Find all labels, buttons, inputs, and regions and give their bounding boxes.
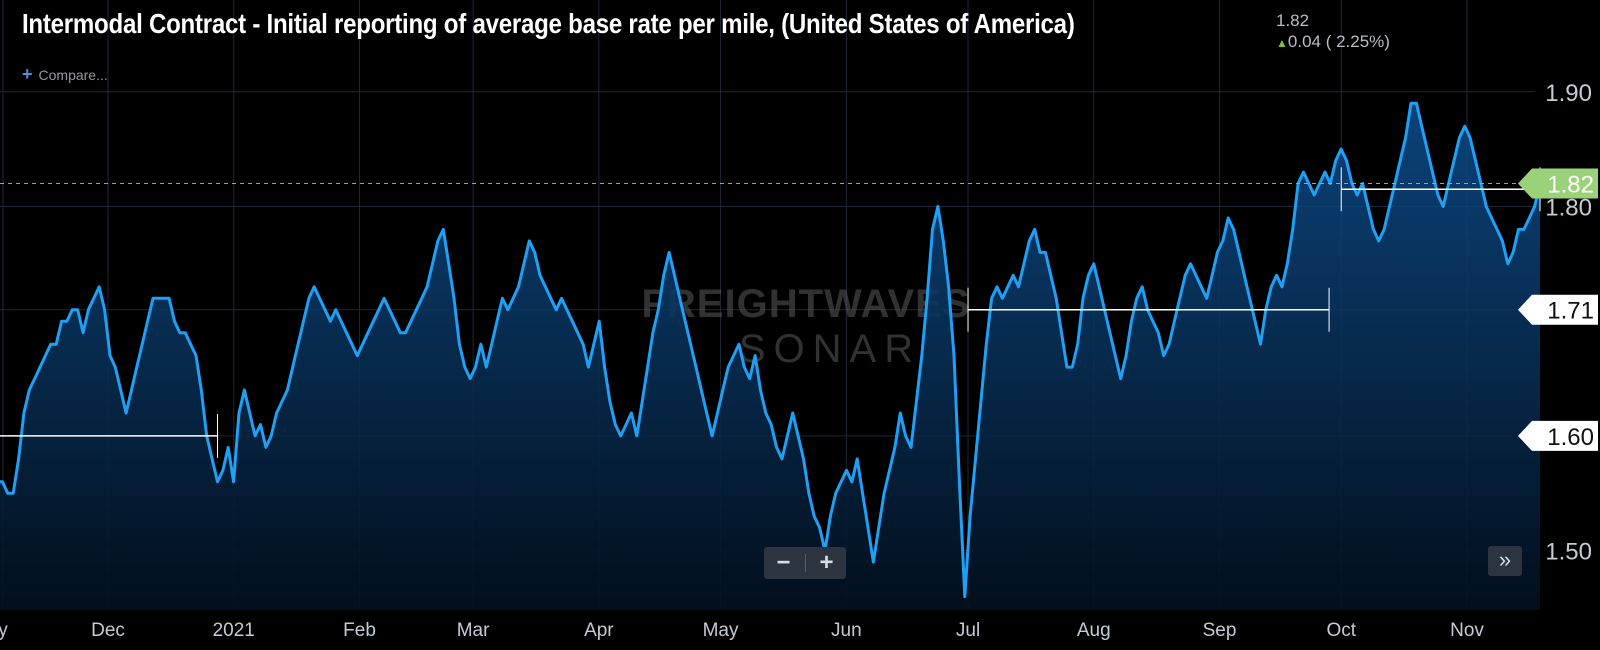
change-value: 0.04 ( 2.25%) [1287, 32, 1390, 51]
watermark-line1: FREIGHTWAVES [641, 282, 970, 326]
watermark-line2: SONAR [739, 327, 921, 371]
zoom-in-button[interactable]: + [819, 549, 834, 576]
price-tag [1518, 168, 1598, 199]
x-tick-label: Oct [1326, 620, 1356, 641]
price-tag-label: 1.71 [1547, 298, 1594, 325]
zoom-controls: − + [764, 547, 846, 579]
x-tick-label: Sep [1203, 620, 1237, 641]
zoom-out-button[interactable]: − [776, 549, 791, 576]
x-tick-label: 2021 [213, 620, 255, 641]
x-tick-label: May [703, 620, 739, 641]
price-tag [1518, 294, 1598, 325]
x-tick-label: Nov [1450, 620, 1484, 641]
series-area [0, 103, 1541, 610]
x-tick-label: Mar [457, 620, 490, 641]
x-tick-label: Feb [343, 620, 376, 641]
compare-label: Compare... [38, 67, 108, 83]
x-tick-label: Jul [956, 620, 980, 641]
scroll-to-end-button[interactable]: » [1488, 546, 1522, 576]
x-tick-label: y [0, 620, 8, 641]
y-tick-label: 1.80 [1545, 194, 1592, 221]
zoom-separator [804, 554, 806, 572]
chart-title: Intermodal Contract - Initial reporting … [22, 8, 1075, 39]
y-tick-label: 1.90 [1545, 80, 1592, 107]
last-value: 1.82 [1276, 11, 1310, 30]
y-tick-label: 1.50 [1545, 539, 1592, 566]
x-tick-label: Apr [584, 620, 614, 641]
price-tag [1518, 420, 1598, 451]
x-tick-label: Dec [91, 620, 125, 641]
plus-icon: + [22, 64, 33, 84]
price-tag-label: 1.82 [1547, 172, 1594, 199]
x-tick-label: Aug [1077, 620, 1111, 641]
up-arrow-icon: ▲ [1276, 36, 1288, 50]
series-line [0, 101, 1542, 598]
price-tag-label: 1.60 [1547, 424, 1594, 451]
last-value-box: 1.82 ▲0.04 ( 2.25%) [1276, 10, 1390, 54]
x-tick-label: Jun [831, 620, 862, 641]
compare-button[interactable]: + Compare... [22, 64, 108, 85]
